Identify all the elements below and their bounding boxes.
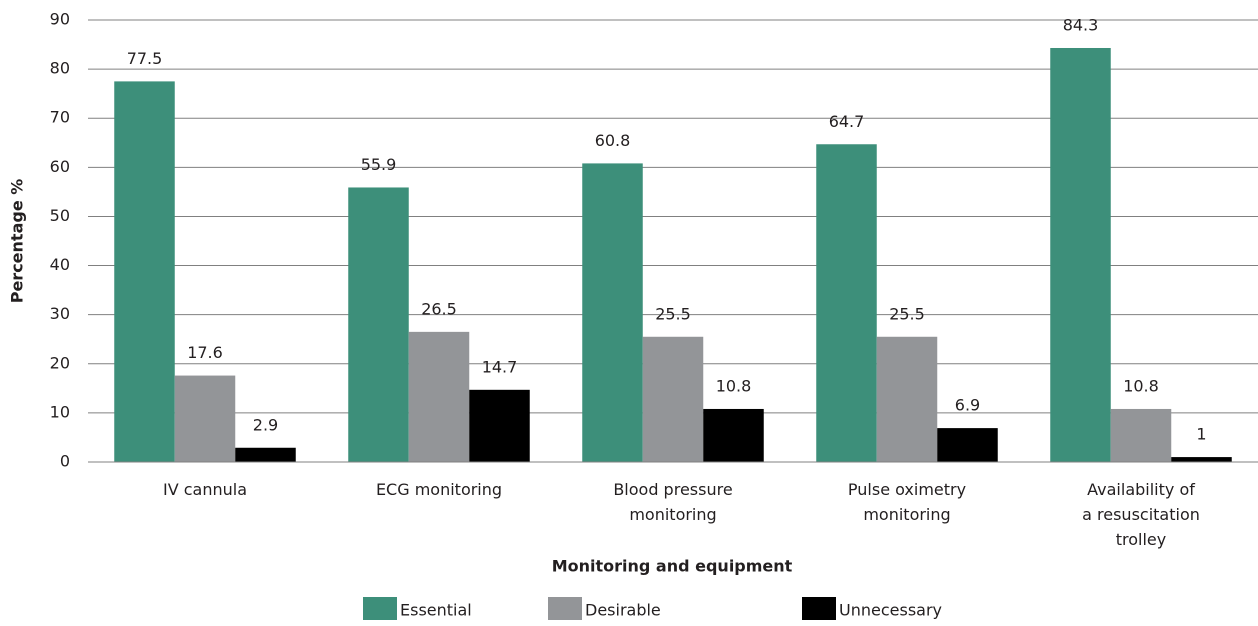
data-label: 25.5 <box>655 304 691 323</box>
x-tick-label: Blood pressure monitoring <box>613 480 732 524</box>
bar <box>114 81 175 462</box>
legend-label: Essential <box>400 601 472 620</box>
x-tick-label: Pulse oximetry monitoring <box>848 480 966 524</box>
data-label: 2.9 <box>253 415 278 434</box>
legend-swatch <box>548 597 582 620</box>
y-tick-label: 10 <box>50 402 70 421</box>
bar <box>937 428 998 462</box>
legend-swatch <box>363 597 397 620</box>
data-label: 10.8 <box>716 376 752 395</box>
legend-label: Unnecessary <box>839 601 942 620</box>
y-tick-label: 70 <box>50 108 70 127</box>
data-label: 1 <box>1196 425 1206 444</box>
x-tick-label: ECG monitoring <box>376 480 502 499</box>
y-tick-label: 60 <box>50 157 70 176</box>
y-tick-label: 40 <box>50 255 70 274</box>
y-tick-label: 0 <box>60 452 70 471</box>
data-label: 10.8 <box>1123 376 1159 395</box>
x-tick-label: IV cannula <box>163 480 247 499</box>
x-tick-label: Availability of a resuscitation trolley <box>1082 480 1200 549</box>
data-label: 64.7 <box>829 112 865 131</box>
bar <box>1050 47 1111 462</box>
bar <box>469 389 530 462</box>
data-label: 25.5 <box>889 304 925 323</box>
bar <box>876 336 938 462</box>
bar <box>703 408 764 462</box>
data-label: 60.8 <box>595 131 631 150</box>
bar <box>582 163 643 462</box>
y-tick-label: 80 <box>50 59 70 78</box>
y-tick-label: 20 <box>50 353 70 372</box>
y-tick-label: 30 <box>50 304 70 323</box>
bar <box>235 447 296 462</box>
data-label: 17.6 <box>187 343 223 362</box>
data-label: 14.7 <box>482 357 518 376</box>
data-label: 6.9 <box>955 396 980 415</box>
y-tick-label: 50 <box>50 206 70 225</box>
bar <box>408 331 470 462</box>
bar <box>816 144 877 463</box>
data-label: 26.5 <box>421 299 457 318</box>
x-axis-label: Monitoring and equipment <box>552 557 793 576</box>
y-tick-label: 90 <box>50 10 70 29</box>
bar <box>1110 408 1172 462</box>
bar <box>174 375 236 462</box>
data-label: 55.9 <box>361 155 397 174</box>
legend-swatch <box>802 597 836 620</box>
data-label: 77.5 <box>127 49 163 68</box>
bar <box>642 336 704 462</box>
legend-label: Desirable <box>585 601 661 620</box>
bar <box>348 187 409 463</box>
y-axis-label: Percentage % <box>8 179 27 304</box>
bar <box>1171 457 1232 462</box>
data-label: 84.3 <box>1063 15 1099 34</box>
